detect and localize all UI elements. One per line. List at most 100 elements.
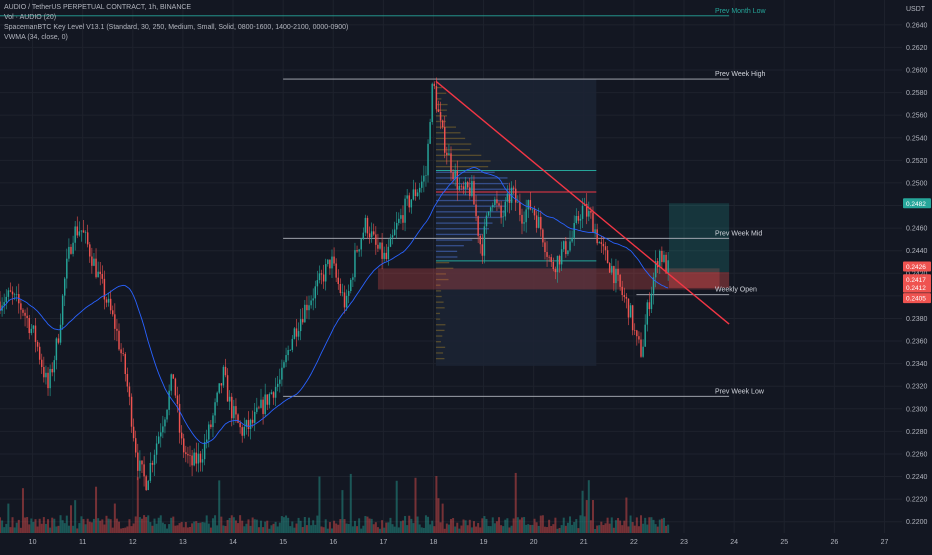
volume-bar: [255, 519, 258, 533]
volume-bar: [314, 524, 317, 533]
candle-body: [667, 260, 669, 274]
volume-legend[interactable]: Vol · AUDIO (20): [4, 14, 57, 21]
indicator-legend[interactable]: SpacemanBTC Key Level V13.1 (Standard, 3…: [4, 24, 349, 31]
volume-bar: [44, 523, 47, 533]
volume-bar: [422, 527, 425, 533]
volume-bar: [658, 519, 661, 533]
volume-bar: [182, 527, 185, 533]
descending-trendline: [435, 80, 730, 325]
volume-bar: [399, 521, 402, 533]
target-zone: [668, 203, 730, 273]
candle-body: [262, 399, 264, 414]
vwma-layer: [0, 166, 669, 444]
vwma-legend[interactable]: VWMA (34, close, 0): [4, 34, 68, 41]
candle-body: [611, 266, 613, 273]
candle-body: [477, 216, 479, 236]
volume-bar: [566, 522, 569, 533]
volume-bar: [427, 516, 430, 533]
candle-body: [320, 273, 323, 275]
volume-profile-row: [435, 318, 441, 320]
price-tag-box: [903, 261, 931, 272]
candle-body: [375, 234, 377, 245]
symbol-title[interactable]: AUDIO / TetherUS PERPETUAL CONTRACT, 1h,…: [4, 4, 192, 11]
candle-body: [333, 256, 335, 264]
y-tick-label: 0.2280: [906, 429, 928, 436]
volume-bar: [462, 519, 465, 533]
candle-body: [126, 374, 129, 387]
candle-body: [74, 226, 76, 243]
candle-body: [310, 300, 312, 306]
candle-body: [245, 420, 248, 427]
x-tick-label: 15: [279, 539, 287, 546]
candle-body: [550, 257, 552, 262]
candle-body: [205, 439, 208, 443]
volume-bar: [533, 518, 536, 533]
candle-body: [141, 460, 143, 465]
candle-body: [588, 210, 590, 217]
y-tick-label: 0.2600: [906, 68, 928, 75]
volume-profile-row: [435, 239, 473, 241]
volume-profile-row: [435, 256, 458, 258]
volume-bar: [53, 518, 56, 533]
candle-body: [302, 319, 304, 323]
candle-body: [318, 273, 321, 281]
candle-body: [195, 452, 197, 464]
candle-body: [475, 204, 477, 217]
candle-body: [646, 302, 648, 325]
volume-bar: [287, 517, 290, 533]
candle-body: [130, 396, 133, 427]
volume-bar: [395, 480, 398, 533]
candle-body: [109, 298, 112, 311]
volume-bar: [262, 527, 265, 533]
volume-bar: [370, 518, 373, 533]
candle-body: [276, 383, 279, 387]
level-layer: [0, 15, 730, 397]
candle-body: [297, 331, 300, 337]
volume-bar: [569, 516, 572, 533]
candle-body: [373, 231, 375, 235]
candle-body: [93, 258, 95, 266]
candle-body: [500, 205, 502, 218]
y-tick-label: 0.2200: [906, 519, 928, 526]
candle-body: [433, 83, 436, 87]
price-tag-box: [903, 198, 931, 209]
volume-bar: [9, 527, 12, 533]
candle-body: [197, 453, 200, 464]
candle-body: [329, 259, 331, 269]
volume-bar: [662, 517, 665, 533]
volume-bar: [115, 518, 118, 533]
volume-bar: [518, 519, 521, 533]
volume-bar: [602, 524, 605, 533]
candle-body: [295, 328, 298, 337]
volume-bar: [667, 524, 670, 533]
volume-bar: [548, 519, 551, 533]
volume-bar: [36, 526, 39, 533]
volume-bar: [635, 517, 638, 533]
volume-bar: [341, 490, 344, 533]
candle-body: [446, 152, 448, 156]
volume-bar: [498, 517, 501, 533]
x-tick-label: 25: [780, 539, 788, 546]
volume-bar: [506, 518, 509, 533]
volume-bar: [391, 524, 394, 533]
price-tag-box: [903, 293, 931, 304]
volume-bar: [330, 528, 333, 533]
candle-body: [362, 232, 365, 240]
volume-bar: [629, 515, 632, 533]
volume-bar: [554, 517, 557, 533]
volume-bar: [126, 526, 129, 533]
volume-bar: [149, 522, 152, 533]
candle-body: [53, 360, 56, 373]
candle-body: [529, 200, 532, 210]
volume-bar: [631, 522, 634, 533]
x-tick-label: 11: [79, 539, 86, 546]
volume-bar: [335, 523, 338, 533]
volume-bar: [103, 524, 106, 533]
volume-bar: [191, 523, 194, 533]
candle-body: [174, 378, 177, 396]
candle-body: [389, 237, 392, 247]
volume-bar: [376, 527, 379, 533]
y-tick-label: 0.2560: [906, 113, 928, 120]
